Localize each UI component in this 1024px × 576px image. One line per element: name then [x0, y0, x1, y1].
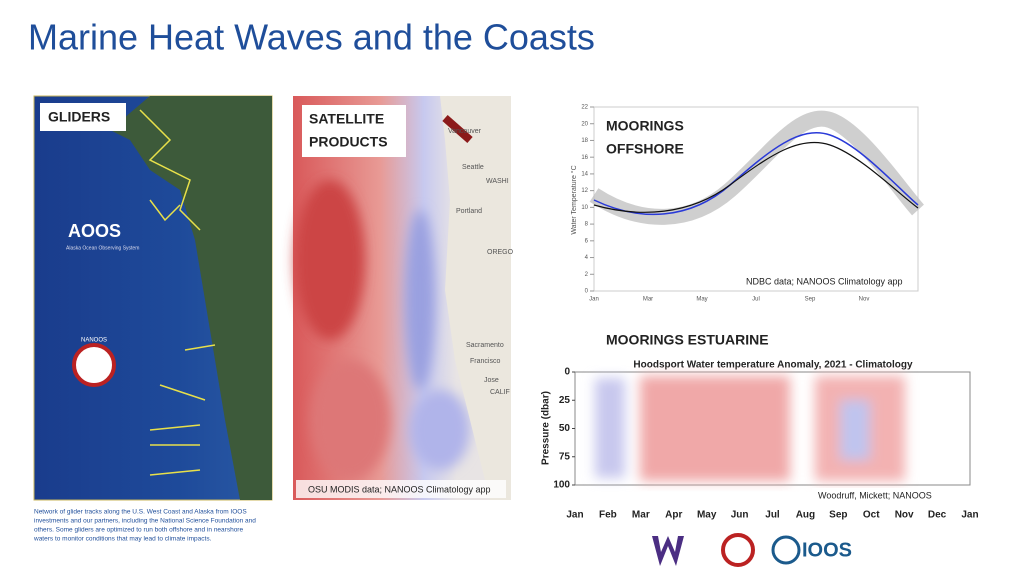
panel-label: GLIDERS [48, 109, 110, 125]
x-tick-label: Dec [928, 510, 947, 521]
nanoos-logo [72, 343, 116, 387]
uw-logo [652, 536, 684, 566]
y-tick-label: 22 [581, 105, 588, 111]
climatology [593, 141, 919, 213]
credit: OSU MODIS data; NANOOS Climatology app [308, 484, 491, 494]
x-tick-label: Jan [961, 510, 978, 521]
plot-area [593, 106, 919, 292]
y-axis-label: Pressure (dbar) [541, 391, 552, 465]
y-tick-label: 50 [559, 423, 571, 434]
y-tick-label: 8 [585, 222, 589, 228]
place-label: Sacramento [466, 342, 504, 349]
anomaly-field [595, 376, 905, 481]
warm-patch [295, 180, 365, 340]
label-box [302, 105, 406, 157]
y-tick-label: 75 [559, 451, 571, 462]
y-tick-label: 16 [581, 155, 588, 161]
panel-label: MOORINGS [606, 118, 684, 134]
x-tick-label: May [696, 297, 707, 303]
cool-patch [405, 210, 435, 390]
warm-patch [310, 360, 390, 480]
logo-text: IOOS [802, 539, 852, 561]
cool-band [840, 400, 870, 460]
y-tick-label: 18 [581, 138, 588, 144]
y-tick-label: 14 [581, 171, 588, 177]
sst-pattern [295, 180, 470, 480]
glider-tracks [139, 109, 216, 476]
ioos-logo [771, 535, 801, 565]
place-label: Vancouver [448, 128, 482, 135]
caption-line: others. Some gliders are optimized to ru… [34, 527, 243, 534]
caption-line: investments and our partners, including … [34, 518, 256, 525]
y-tick-label: 20 [581, 121, 588, 127]
panel-label: SATELLITE [309, 111, 384, 127]
y-tick-label: 0 [564, 367, 570, 378]
logo-text: AOOS [68, 221, 121, 241]
y-tick-label: 12 [581, 188, 588, 194]
caption-line: Network of glider tracks along the U.S. … [34, 509, 247, 516]
x-tick-label: Jun [731, 510, 749, 521]
x-tick-label: Oct [863, 510, 880, 521]
caption: Network of glider tracks along the U.S. … [33, 509, 256, 543]
x-tick-label: Jul [752, 297, 760, 303]
x-tick-label: Jan [589, 297, 599, 303]
land [110, 96, 272, 500]
nanoos-logo [721, 533, 755, 567]
credit-box [296, 480, 506, 498]
credit-box [812, 488, 952, 504]
place-label: OREGO [487, 249, 514, 256]
warm-band [640, 376, 790, 481]
x-tick-label: Jan [566, 510, 583, 521]
x-tick-label: Feb [599, 510, 617, 521]
series-2021 [593, 132, 919, 215]
place-label: CALIF [490, 389, 510, 396]
place-label: Seattle [462, 164, 484, 171]
y-tick-label: 0 [585, 289, 589, 295]
y-tick-label: 100 [553, 480, 570, 491]
x-tick-label: Jul [765, 510, 780, 521]
y-tick-label: 25 [559, 395, 571, 406]
place-label: Jose [484, 377, 499, 384]
panel-label: PRODUCTS [309, 134, 388, 150]
place-label: Francisco [470, 358, 500, 365]
place-label: WASHI [486, 178, 509, 185]
label-box [40, 103, 126, 131]
place-label: Portland [456, 208, 482, 215]
logo-subtext: Alaska Ocean Observing System [66, 245, 139, 251]
y-tick-label: 10 [581, 205, 588, 211]
slide-title: Marine Heat Waves and the Coasts [28, 17, 595, 58]
cool-band [595, 378, 625, 478]
x-tick-label: Mar [643, 297, 653, 303]
y-tick-label: 2 [585, 272, 589, 278]
y-tick-label: 6 [585, 238, 589, 244]
logo-text: NANOOS [81, 338, 107, 344]
x-tick-label: Aug [796, 510, 815, 521]
x-tick-label: Nov [859, 297, 870, 303]
axis: 0 2 4 6 8 10 12 14 16 18 20 22 Jan Mar May Jul Sep Nov [581, 105, 869, 303]
y-tick-label: 4 [585, 255, 589, 261]
x-tick-label: Sep [829, 510, 847, 521]
x-tick-label: Nov [895, 510, 914, 521]
credit: NDBC data; NANOOS Climatology app [746, 276, 903, 286]
envelope [589, 110, 925, 225]
x-tick-label: May [697, 510, 717, 521]
land [440, 96, 511, 500]
credit: Woodruff, Mickett; NANOOS [818, 490, 932, 500]
chart-title: Hoodsport Water temperature Anomaly, 202… [633, 360, 913, 371]
heat-mark [442, 114, 473, 144]
panel-label: MOORINGS ESTUARINE [606, 332, 769, 348]
axis: 0 25 50 75 100 Jan Feb Mar Apr May Jun Jul Aug Sep Oct… [553, 367, 978, 521]
x-tick-label: Apr [665, 510, 682, 521]
x-tick-label: Sep [805, 297, 816, 303]
panel-label: OFFSHORE [606, 141, 684, 157]
y-axis-label: Water Temperature °C [570, 165, 578, 234]
cool-patch [410, 390, 470, 470]
caption-line: waters to monitor conditions that may le… [33, 536, 212, 543]
x-tick-label: Mar [632, 510, 650, 521]
